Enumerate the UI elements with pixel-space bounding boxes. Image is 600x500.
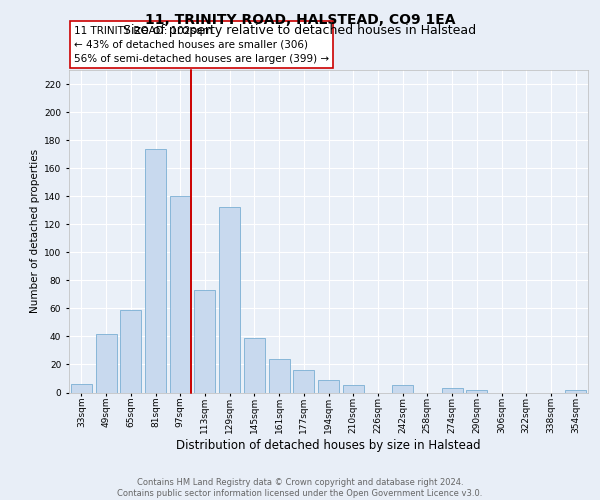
Bar: [565, 390, 586, 392]
Bar: [95, 334, 116, 392]
Text: 11, TRINITY ROAD, HALSTEAD, CO9 1EA: 11, TRINITY ROAD, HALSTEAD, CO9 1EA: [145, 12, 455, 26]
Bar: [194, 290, 215, 392]
Bar: [244, 338, 265, 392]
Bar: [318, 380, 339, 392]
Bar: [145, 148, 166, 392]
Text: Contains HM Land Registry data © Crown copyright and database right 2024.
Contai: Contains HM Land Registry data © Crown c…: [118, 478, 482, 498]
Bar: [442, 388, 463, 392]
Text: 11 TRINITY ROAD: 102sqm
← 43% of detached houses are smaller (306)
56% of semi-d: 11 TRINITY ROAD: 102sqm ← 43% of detache…: [74, 26, 329, 64]
Bar: [392, 386, 413, 392]
Bar: [170, 196, 191, 392]
Bar: [466, 390, 487, 392]
X-axis label: Distribution of detached houses by size in Halstead: Distribution of detached houses by size …: [176, 438, 481, 452]
Bar: [120, 310, 141, 392]
Text: Size of property relative to detached houses in Halstead: Size of property relative to detached ho…: [124, 24, 476, 37]
Bar: [343, 386, 364, 392]
Bar: [71, 384, 92, 392]
Bar: [269, 359, 290, 392]
Bar: [219, 208, 240, 392]
Bar: [293, 370, 314, 392]
Y-axis label: Number of detached properties: Number of detached properties: [30, 149, 40, 314]
